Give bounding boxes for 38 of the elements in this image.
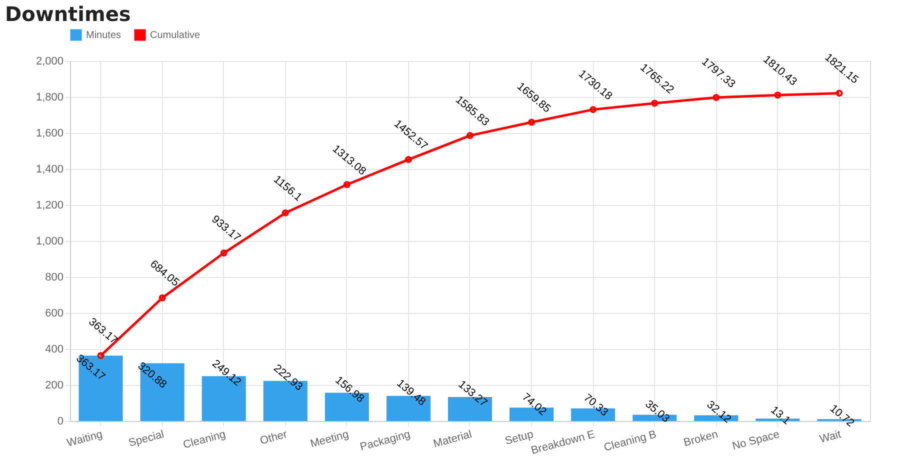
point (651, 100, 658, 107)
point (404, 156, 412, 164)
y-tick-label: 2,000 (36, 56, 64, 68)
x-tick-label: No Space (731, 428, 781, 453)
x-tick-label: Material (432, 428, 474, 450)
bar (140, 363, 184, 421)
bar (78, 356, 123, 421)
y-tick-label: 600 (45, 308, 64, 320)
legend-label: Cumulative (150, 30, 200, 41)
y-tick-label: 400 (45, 344, 64, 356)
y-tick-label: 1,600 (36, 128, 64, 140)
y-tick-label: 1,200 (36, 200, 64, 212)
x-tick-label: Meeting (309, 428, 350, 450)
point (343, 181, 350, 188)
y-tick-label: 200 (45, 380, 64, 392)
x-tick-label: Cleaning B (602, 428, 658, 454)
y-tick-label: 0 (57, 416, 64, 428)
point (774, 92, 782, 99)
x-tick-label: Broken (682, 428, 720, 450)
legend-label: Minutes (86, 30, 122, 41)
data-label: 13.1 (768, 404, 792, 428)
x-tick-label: Special (127, 428, 166, 450)
x-tick-label: Waiting (66, 428, 104, 450)
point (220, 250, 228, 257)
chart-title: Downtimes (5, 2, 131, 26)
x-tick-label: Other (258, 428, 289, 448)
point (466, 132, 474, 140)
point (158, 294, 166, 302)
y-tick-label: 1,400 (36, 164, 64, 176)
y-tick-label: 1,000 (36, 236, 64, 248)
y-tick-label: 1,800 (36, 92, 64, 104)
y-tick-label: 800 (45, 272, 64, 284)
point (528, 118, 536, 126)
x-tick-label: Wait (818, 428, 842, 446)
x-tick-label: Cleaning (182, 428, 227, 452)
point (712, 94, 720, 101)
point (282, 209, 289, 216)
point (590, 106, 597, 114)
